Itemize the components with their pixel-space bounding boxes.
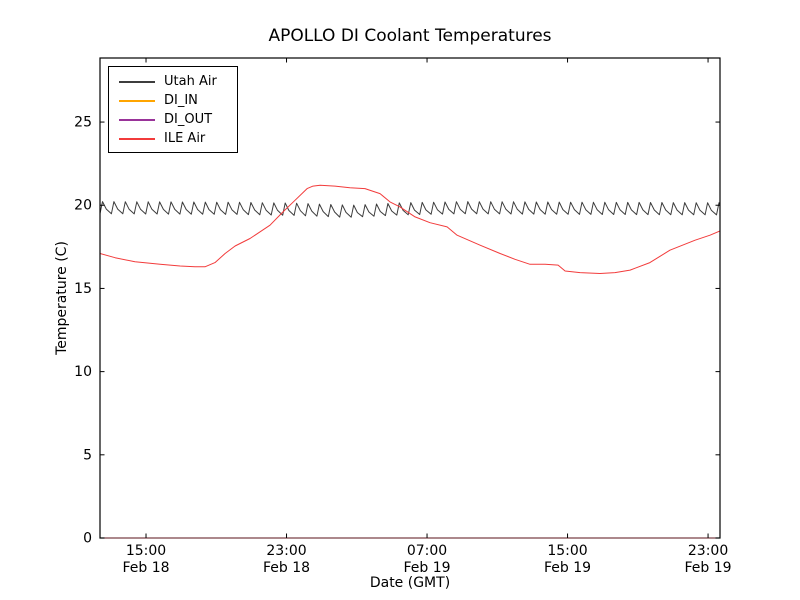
x-tick-label-date: Feb 19 [404, 560, 451, 576]
legend-item-ile-air: ILE Air [109, 129, 237, 148]
legend-line-sample-di-in [119, 99, 155, 102]
x-tick-label-date: Feb 19 [544, 560, 591, 576]
x-tick-label-time: 15:00 [547, 543, 587, 559]
y-tick-label: 25 [74, 115, 92, 131]
legend-line-sample-utah-air [119, 80, 155, 83]
x-tick-label-time: 15:00 [126, 543, 166, 559]
legend-item-di-out: DI_OUT [109, 110, 237, 129]
legend-item-utah-air: Utah Air [109, 72, 237, 91]
legend-label-di-in: DI_IN [164, 93, 198, 108]
legend-label-utah-air: Utah Air [164, 74, 217, 89]
x-tick-label-date: Feb 18 [122, 560, 169, 576]
x-axis-label: Date (GMT) [369, 575, 451, 591]
legend-label-ile-air: ILE Air [164, 131, 206, 146]
legend: Utah Air DI_IN DI_OUT ILE Air [108, 66, 238, 153]
chart-title: APOLLO DI Coolant Temperatures [268, 26, 552, 46]
y-axis-label: Temperature (C) [54, 241, 70, 355]
legend-label-di-out: DI_OUT [164, 112, 213, 127]
legend-line-sample-ile-air [119, 137, 155, 140]
series-line-utah-air [100, 201, 720, 218]
y-tick-label: 5 [83, 447, 92, 463]
x-tick-label-time: 23:00 [266, 543, 306, 559]
legend-line-sample-di-out [119, 118, 155, 121]
x-tick-label-time: 07:00 [407, 543, 447, 559]
series-line-ile-air [100, 184, 720, 274]
y-tick-label: 10 [74, 364, 92, 380]
x-tick-label-date: Feb 18 [263, 560, 310, 576]
y-tick-label: 0 [83, 531, 92, 547]
legend-item-di-in: DI_IN [109, 91, 237, 110]
y-tick-label: 20 [74, 198, 92, 214]
x-tick-label-time: 23:00 [688, 543, 728, 559]
x-tick-label-date: Feb 19 [685, 560, 732, 576]
y-tick-label: 15 [74, 281, 92, 297]
